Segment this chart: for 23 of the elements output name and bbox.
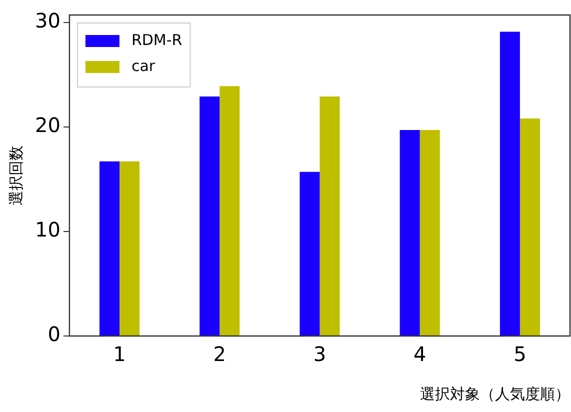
- bar: [99, 161, 120, 336]
- x-tick-label: 3: [313, 342, 326, 366]
- bar: [220, 86, 240, 336]
- y-axis-title: 選択回数: [6, 146, 25, 206]
- bar: [500, 32, 520, 336]
- y-tick-label: 20: [34, 113, 60, 138]
- bar: [400, 130, 420, 336]
- legend-label: car: [131, 56, 156, 75]
- bar: [200, 96, 220, 336]
- bar: [120, 161, 140, 336]
- y-tick-label: 30: [34, 8, 60, 33]
- x-tick-label: 2: [213, 342, 226, 366]
- bar: [420, 130, 440, 336]
- x-axis-title: 選択対象（人気度順）: [420, 384, 570, 403]
- x-tick-label: 1: [113, 342, 126, 366]
- y-tick-label: 0: [48, 322, 60, 346]
- y-tick-label: 10: [34, 218, 60, 242]
- bar: [320, 96, 340, 336]
- bar: [300, 172, 320, 336]
- x-tick-label: 5: [514, 342, 526, 366]
- bar: [520, 118, 540, 336]
- x-tick-label: 4: [413, 342, 426, 366]
- legend-label: RDM-R: [131, 30, 182, 49]
